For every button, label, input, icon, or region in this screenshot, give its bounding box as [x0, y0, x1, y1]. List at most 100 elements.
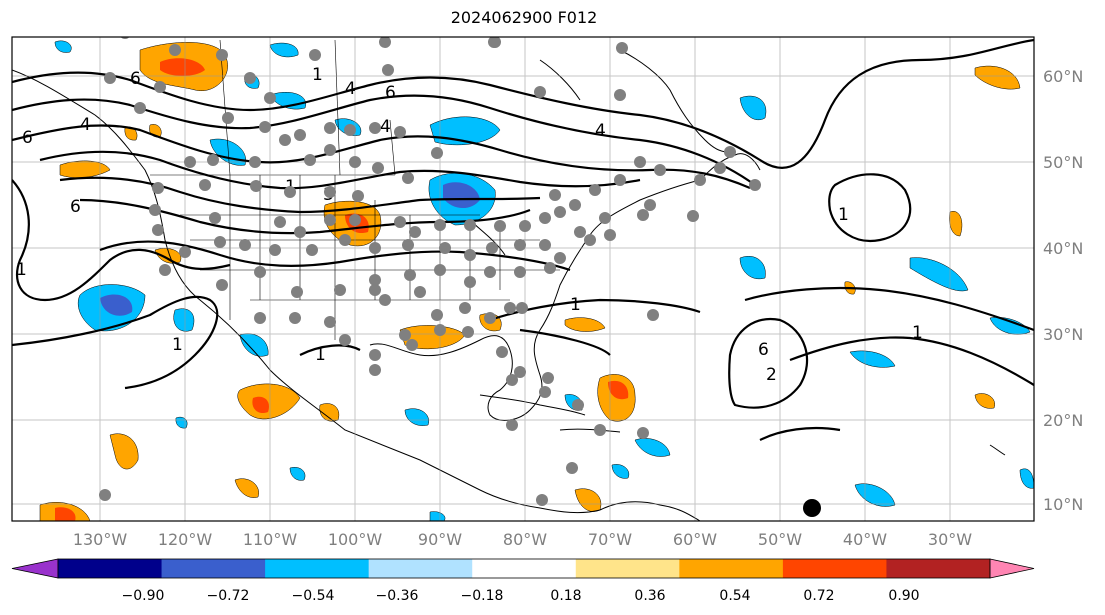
- station-dot: [539, 239, 551, 251]
- lon-label: 50°W: [758, 530, 802, 549]
- station-dot: [614, 89, 626, 101]
- station-dot: [344, 124, 356, 136]
- station-dot: [404, 269, 416, 281]
- station-dot: [496, 346, 508, 358]
- station-dot: [464, 276, 476, 288]
- station-dot: [536, 494, 548, 506]
- station-dot: [334, 284, 346, 296]
- station-dot: [504, 302, 516, 314]
- station-dot: [462, 326, 474, 338]
- colorbar-swatch: [161, 559, 266, 578]
- station-dot: [644, 199, 656, 211]
- lon-label: 80°W: [503, 530, 547, 549]
- colorbar-tick-labels: −0.90 −0.72 −0.54 −0.36 −0.18 0.18 0.36 …: [122, 588, 920, 604]
- station-dot: [714, 162, 726, 174]
- lon-label: 60°W: [673, 530, 717, 549]
- negative-anomaly-shading: [54, 40, 1034, 521]
- station-dot: [534, 86, 546, 98]
- station-dot: [516, 302, 528, 314]
- station-dot: [324, 122, 336, 134]
- station-dot: [637, 209, 649, 221]
- station-dot: [274, 216, 286, 228]
- station-dot: [324, 316, 336, 328]
- station-dot: [514, 366, 526, 378]
- station-dot: [604, 229, 616, 241]
- station-dot: [572, 399, 584, 411]
- station-dot: [369, 364, 381, 376]
- station-dot: [589, 184, 601, 196]
- contour-label: 1: [838, 205, 849, 225]
- contour-label: 6: [70, 197, 81, 217]
- lon-label: 110°W: [243, 530, 298, 549]
- station-dot: [569, 199, 581, 211]
- colorbar-tick-label: −0.54: [292, 588, 335, 604]
- contour-label: 1: [315, 345, 326, 365]
- station-dot: [464, 219, 476, 231]
- contour-label: 2: [766, 365, 777, 385]
- station-dot: [254, 312, 266, 324]
- contour-label: 6: [130, 69, 141, 89]
- station-dot: [369, 284, 381, 296]
- station-dot: [289, 312, 301, 324]
- map-panel: [12, 37, 1034, 521]
- station-dot: [519, 220, 531, 232]
- station-dot: [352, 190, 364, 202]
- station-dot: [694, 174, 706, 186]
- lon-label: 70°W: [588, 530, 632, 549]
- station-dot: [724, 146, 736, 158]
- station-dot: [459, 302, 471, 314]
- map-title: 2024062900 F012: [450, 8, 598, 27]
- station-dot: [616, 42, 628, 54]
- colorbar-swatch: [782, 559, 887, 578]
- station-dot: [294, 226, 306, 238]
- station-dot: [309, 49, 321, 61]
- station-dot: [394, 126, 406, 138]
- colorbar-swatch: [886, 559, 991, 578]
- contour-label: 4: [595, 121, 606, 141]
- station-dot: [324, 144, 336, 156]
- station-dot: [402, 172, 414, 184]
- contour-label: 4: [80, 115, 91, 135]
- colorbar-tick-label: −0.18: [461, 588, 504, 604]
- station-dot: [687, 210, 699, 222]
- station-dot: [152, 182, 164, 194]
- colorbar-extend-low: [11, 558, 59, 579]
- lon-label: 90°W: [418, 530, 462, 549]
- colorbar-tick-label: 0.54: [719, 588, 750, 604]
- station-dot: [434, 324, 446, 336]
- station-dot: [574, 226, 586, 238]
- station-dot: [104, 72, 116, 84]
- station-dot: [254, 266, 266, 278]
- station-dot: [494, 220, 506, 232]
- contour-label: 1: [570, 295, 581, 315]
- station-dot: [382, 64, 394, 76]
- lat-label: 40°N: [1043, 239, 1083, 258]
- station-dot: [402, 239, 414, 251]
- station-dot: [339, 334, 351, 346]
- station-dot: [434, 219, 446, 231]
- station-dot: [434, 264, 446, 276]
- station-dot: [464, 249, 476, 261]
- lon-label: 120°W: [158, 530, 213, 549]
- station-dot: [349, 214, 361, 226]
- contour-label: 6: [22, 128, 33, 148]
- station-dot: [216, 49, 228, 61]
- station-dot: [514, 239, 526, 251]
- station-dot: [207, 154, 219, 166]
- station-dot: [439, 242, 451, 254]
- station-dot: [372, 162, 384, 174]
- station-dot: [484, 312, 496, 324]
- station-dot: [249, 156, 261, 168]
- contour-label: 4: [345, 79, 356, 99]
- station-dot: [152, 224, 164, 236]
- station-dot: [159, 264, 171, 276]
- station-dot: [486, 242, 498, 254]
- contour-label: 6: [385, 83, 396, 103]
- station-dot: [749, 179, 761, 191]
- station-dot: [284, 186, 296, 198]
- station-dot: [554, 252, 566, 264]
- colorbar-swatch: [265, 559, 370, 578]
- contour-label: 1: [16, 260, 27, 280]
- colorbar-swatch: [575, 559, 680, 578]
